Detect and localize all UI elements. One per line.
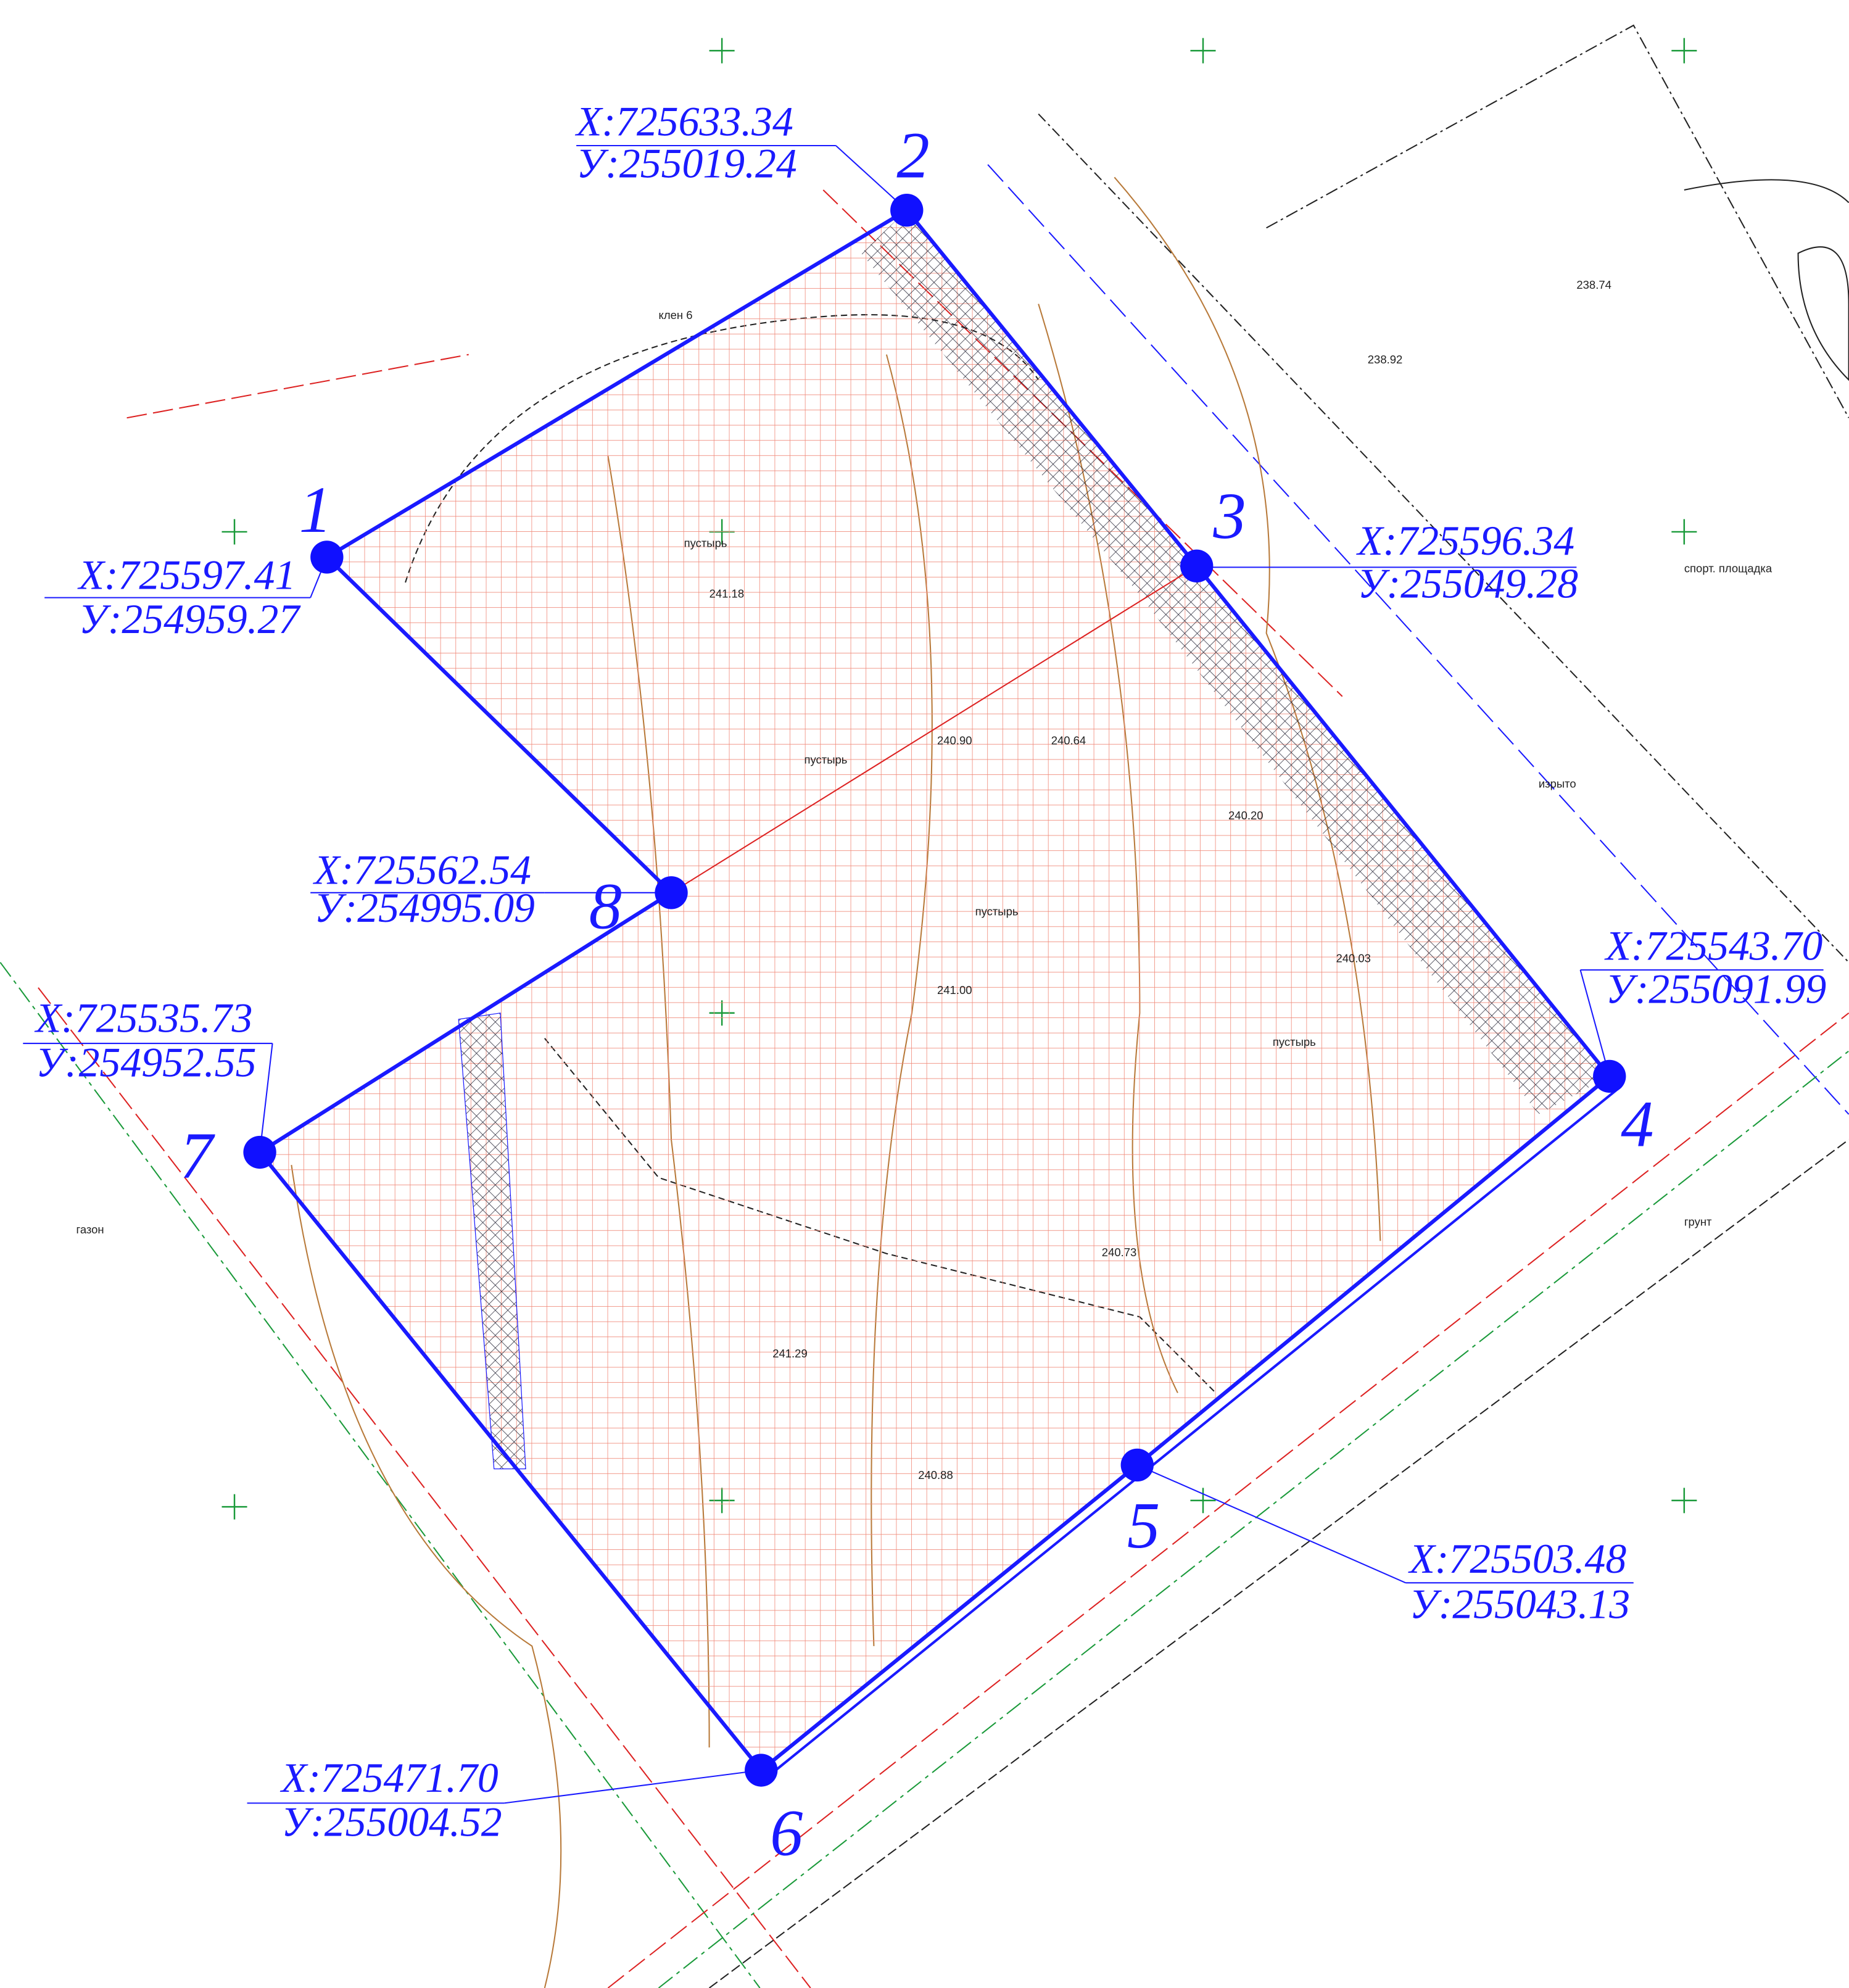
map-label: грунт [1684,1216,1712,1228]
point-marker [1180,550,1213,582]
point-marker [745,1754,777,1786]
map-label: 238.74 [1576,278,1611,291]
point-marker [655,876,687,909]
map-label: пустырь [684,537,727,550]
point-number: 2 [896,119,929,192]
map-label: 240.90 [937,734,972,747]
map-label: 241.18 [709,587,745,600]
coord-y: У:255043.13 [1410,1581,1631,1628]
coord-x: X:725543.70 [1604,923,1823,969]
survey-map: пустырь пустырь пустырь пустырь спорт. площа… [0,0,1849,1988]
coord-y: У:255019.24 [576,140,797,186]
map-label: 240.73 [1102,1246,1136,1259]
coord-x: X:725596.34 [1355,518,1574,564]
point-marker [243,1136,276,1169]
point-number: 3 [1212,480,1246,553]
map-label: 238.92 [1368,353,1403,366]
point-number: 1 [299,474,332,547]
point-number: 8 [589,870,622,943]
coord-x: X:725503.48 [1408,1536,1627,1582]
coord-y: У:255049.28 [1357,561,1578,607]
map-label: 240.88 [918,1468,953,1481]
coord-x: X:725633.34 [574,99,793,145]
coord-x: X:725535.73 [34,995,253,1042]
point-marker [890,194,923,226]
point-number: 7 [180,1120,215,1193]
point-number: 4 [1621,1088,1653,1161]
coord-x: X:725597.41 [77,552,296,598]
map-label: 240.64 [1051,734,1086,747]
coord-y: У:255004.52 [281,1799,502,1845]
map-label: пустырь [1273,1035,1316,1048]
map-label: газон [77,1223,104,1236]
map-label: изрыто [1539,777,1576,790]
map-label: пустырь [975,905,1019,918]
coord-y: У:254952.55 [36,1039,257,1085]
map-label: 240.20 [1228,809,1263,822]
point-number: 6 [770,1797,803,1870]
point-marker [1121,1449,1154,1481]
coord-y: У:254959.27 [79,596,302,642]
map-label: клен 6 [659,309,693,321]
point-number: 5 [1127,1489,1160,1562]
map-label: 241.00 [937,984,972,996]
map-label: 241.29 [772,1347,807,1360]
coord-x: X:725471.70 [279,1755,498,1801]
coord-y: У:255091.99 [1606,966,1827,1012]
map-label: пустырь [805,753,848,766]
map-label: 240.03 [1336,952,1370,965]
map-label: спорт. площадка [1684,562,1772,575]
coord-y: У:254995.09 [314,885,535,931]
